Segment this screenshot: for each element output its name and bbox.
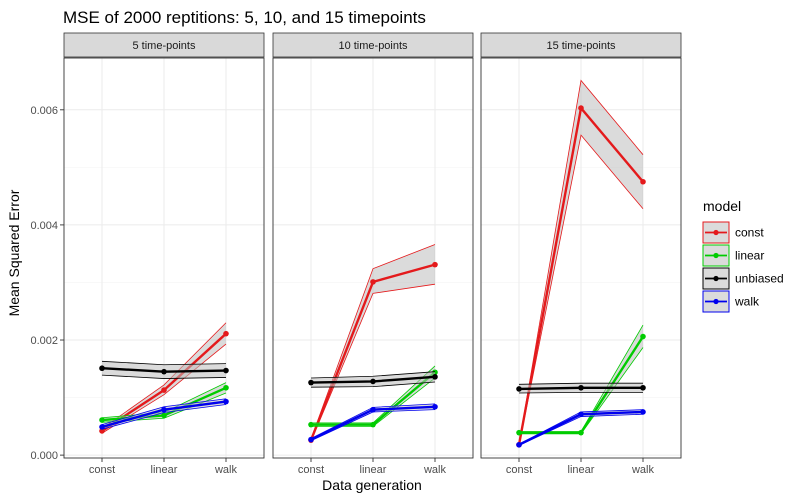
ribbon-lower-const: [310, 283, 436, 442]
data-point-linear: [99, 417, 105, 423]
legend-key-point: [713, 275, 719, 282]
legend-key-point: [713, 252, 719, 259]
data-point-linear: [640, 333, 646, 340]
data-point-const: [370, 279, 376, 285]
data-point-const: [99, 428, 105, 434]
ribbon-upper-unbiased: [518, 382, 643, 385]
facet-strip: [272, 32, 474, 58]
y-tick-label: 0.002: [30, 335, 58, 347]
data-point-unbiased: [432, 374, 438, 380]
data-point-linear: [161, 412, 167, 419]
y-tick-label: 0.006: [30, 105, 58, 117]
data-point-walk: [161, 406, 167, 413]
data-point-unbiased: [161, 368, 167, 375]
legend-item-walk: walk: [702, 290, 760, 313]
data-point-unbiased: [516, 386, 522, 392]
ribbon-lower-walk: [101, 404, 227, 430]
facet-strip-label: 15 time-points: [546, 40, 616, 52]
data-point-unbiased: [99, 365, 105, 372]
y-axis: 0.000 0.002 0.004 0.006: [30, 105, 64, 462]
legend-label: unbiased: [735, 272, 784, 286]
ribbon-upper-unbiased: [310, 371, 436, 379]
x-tick-label: const: [89, 464, 115, 476]
chart-title: MSE of 2000 reptitions: 5, 10, and 15 ti…: [63, 8, 426, 27]
y-axis-title: Mean Squared Error: [6, 189, 22, 316]
legend-title: model: [703, 198, 741, 214]
legend-item-linear: linear: [702, 244, 764, 267]
data-point-walk: [99, 424, 105, 430]
x-tick-label: walk: [423, 464, 447, 476]
data-point-linear: [578, 429, 584, 436]
ribbon-lower-unbiased: [518, 391, 643, 394]
ribbon-upper-const: [518, 79, 644, 445]
data-point-const: [578, 105, 584, 111]
data-point-unbiased: [223, 367, 229, 374]
x-tick-label: linear: [568, 464, 595, 476]
y-tick-label: 0.004: [30, 220, 58, 232]
data-point-linear: [516, 429, 522, 436]
ribbon-lower-const: [518, 134, 644, 446]
ribbon-linear: [519, 325, 643, 434]
data-point-unbiased: [308, 379, 314, 386]
ribbon-upper-const: [101, 322, 227, 429]
legend-label: linear: [735, 249, 764, 263]
x-tick-label: const: [298, 464, 324, 476]
data-point-unbiased: [578, 384, 584, 391]
legend-label: const: [735, 226, 764, 240]
facet-strip-label: 5 time-points: [133, 40, 196, 52]
data-point-unbiased: [370, 378, 376, 385]
data-point-const: [161, 387, 167, 393]
data-point-walk: [640, 409, 646, 415]
data-point-linear: [308, 421, 314, 428]
ribbon-linear: [311, 365, 435, 427]
ribbon-upper-walk: [101, 398, 227, 426]
x-tick-label: const: [506, 464, 532, 476]
data-point-walk: [578, 411, 584, 418]
data-point-walk: [223, 398, 229, 405]
facet-strip: [63, 32, 265, 58]
facet-strip: [480, 32, 682, 58]
panel-2: 10 time-points const linear walk: [272, 32, 474, 476]
data-point-const: [432, 261, 438, 268]
y-tick-label: 0.000: [30, 450, 58, 462]
data-point-walk: [516, 441, 522, 448]
data-point-linear: [370, 421, 376, 428]
x-tick-label: linear: [151, 464, 178, 476]
data-point-walk: [308, 436, 314, 443]
x-tick-label: walk: [214, 464, 238, 476]
x-tick-label: walk: [631, 464, 655, 476]
ribbon-lower-unbiased: [101, 374, 227, 379]
data-point-const: [640, 178, 646, 185]
data-point-walk: [370, 406, 376, 413]
legend-item-unbiased: unbiased: [702, 267, 784, 290]
legend-key-point: [713, 229, 719, 236]
x-tick-label: linear: [360, 464, 387, 476]
data-point-linear: [223, 384, 229, 391]
data-point-walk: [432, 403, 438, 410]
x-axis-title: Data generation: [322, 477, 422, 493]
legend-key-point: [713, 298, 719, 305]
legend-item-const: const: [702, 221, 764, 244]
facet-strip-label: 10 time-points: [338, 40, 408, 52]
data-point-const: [223, 330, 229, 337]
ribbon-upper-unbiased: [101, 360, 227, 366]
panel-3: 15 time-points const linear walk: [480, 32, 682, 476]
legend: model const linear unbiased walk: [702, 198, 784, 313]
legend-label: walk: [734, 295, 760, 309]
panel-1: 5 time-points const linear walk: [63, 32, 265, 476]
ribbon-lower-unbiased: [310, 381, 436, 388]
data-point-unbiased: [640, 384, 646, 391]
